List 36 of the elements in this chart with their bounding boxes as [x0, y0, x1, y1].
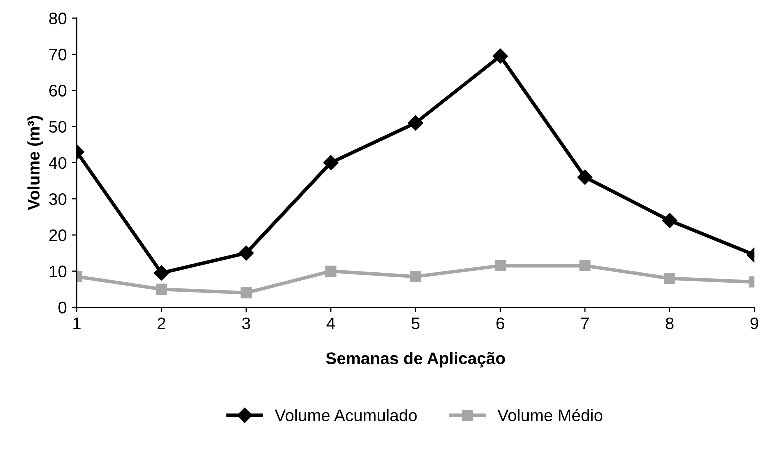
y-tick-label: 50: [49, 121, 67, 133]
point: [238, 246, 254, 261]
point: [408, 116, 424, 131]
x-tick-label: 7: [581, 318, 589, 330]
point: [156, 284, 168, 296]
x-tick-label: 5: [412, 318, 420, 330]
y-tick-label: 40: [49, 157, 67, 170]
x-tick-label: 9: [750, 318, 758, 330]
x-tick-label: 4: [326, 318, 336, 330]
point: [494, 260, 506, 272]
x-tick-label: 3: [242, 318, 250, 330]
y-tick-label: 80: [49, 12, 67, 25]
point: [664, 273, 676, 284]
x-tick-label: 6: [496, 318, 504, 330]
point: [580, 260, 591, 272]
point: [662, 213, 678, 228]
point: [578, 170, 593, 185]
y-tick-label: 30: [49, 193, 67, 206]
x-axis-title: Semanas de Aplicação: [326, 352, 506, 368]
point: [326, 266, 337, 277]
y-tick-label: 70: [50, 48, 67, 61]
x-tick-label: 8: [666, 318, 674, 330]
y-tick-label: 10: [50, 266, 67, 278]
point: [492, 48, 508, 64]
y-tick-label: 20: [50, 230, 67, 242]
point: [154, 266, 170, 281]
y-tick-label: 60: [50, 85, 67, 97]
x-tick-label: 2: [158, 318, 166, 330]
y-axis-title: Volume (m³): [28, 116, 44, 210]
y-tick-label: 0: [58, 302, 67, 314]
point: [324, 155, 339, 171]
point: [240, 288, 252, 299]
legend-label: Volume Acumulado: [275, 409, 417, 422]
point: [410, 271, 422, 282]
legend-label: Volume Médio: [498, 409, 603, 422]
x-tick-label: 1: [74, 318, 81, 330]
